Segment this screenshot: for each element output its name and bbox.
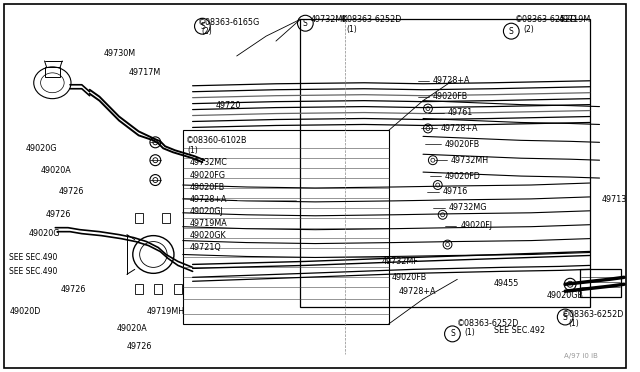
Text: 49020GB: 49020GB: [547, 291, 584, 300]
Bar: [154, 284, 162, 294]
Text: (1): (1): [464, 328, 475, 337]
Text: 49732MF: 49732MF: [382, 257, 419, 266]
Text: 49020A: 49020A: [40, 166, 72, 174]
Bar: [183, 131, 388, 324]
Text: ©08363-6252D: ©08363-6252D: [563, 310, 625, 318]
Text: (1): (1): [346, 25, 357, 34]
Text: SEE SEC.492: SEE SEC.492: [493, 326, 545, 336]
Text: 49728+A: 49728+A: [433, 76, 470, 85]
Bar: [135, 284, 143, 294]
Text: (2): (2): [202, 27, 212, 36]
Text: ©08360-6102B: ©08360-6102B: [186, 136, 247, 145]
Text: SEE SEC.490: SEE SEC.490: [9, 267, 58, 276]
Text: 49020A: 49020A: [117, 324, 148, 333]
Text: S: S: [200, 22, 205, 31]
Text: 49761: 49761: [447, 108, 473, 117]
Text: 49721Q: 49721Q: [189, 243, 221, 252]
Text: ©08363-6252D: ©08363-6252D: [458, 320, 520, 328]
Bar: [174, 284, 182, 294]
Text: 49020D: 49020D: [9, 307, 40, 315]
Text: 49726: 49726: [58, 187, 84, 196]
Text: 49020FB: 49020FB: [392, 273, 427, 282]
Text: 49020GJ: 49020GJ: [189, 207, 223, 216]
Text: 49020FB: 49020FB: [189, 183, 225, 192]
Text: (1): (1): [568, 320, 579, 328]
Bar: [162, 213, 170, 223]
Text: 49726: 49726: [45, 210, 71, 219]
Text: 49732MG: 49732MG: [449, 203, 487, 212]
Text: 49020G: 49020G: [26, 144, 58, 153]
Text: 49020FD: 49020FD: [445, 171, 481, 180]
Bar: [45, 67, 60, 77]
Bar: [135, 213, 143, 223]
Text: ©08363-6165G: ©08363-6165G: [198, 18, 260, 27]
Bar: [580, 269, 621, 297]
Text: ©08363-6252D: ©08363-6252D: [340, 15, 402, 24]
Text: S: S: [450, 329, 455, 339]
Text: 49732MC: 49732MC: [189, 158, 228, 167]
Text: 49717M: 49717M: [129, 68, 161, 77]
Text: 49713: 49713: [602, 195, 627, 204]
Text: 49020FG: 49020FG: [189, 171, 226, 180]
Text: 49719MA: 49719MA: [189, 219, 227, 228]
Text: 49732MH: 49732MH: [451, 156, 488, 165]
Text: 49719MH: 49719MH: [147, 307, 184, 315]
Text: 49455: 49455: [493, 279, 519, 288]
Text: S: S: [563, 312, 568, 321]
Text: 49728+A: 49728+A: [441, 124, 478, 133]
Text: S: S: [303, 19, 308, 28]
Text: S: S: [509, 27, 514, 36]
Text: SEE SEC.490: SEE SEC.490: [9, 253, 58, 262]
Text: (2): (2): [523, 25, 534, 34]
Text: 49730M: 49730M: [104, 48, 136, 58]
Text: 49728+A: 49728+A: [399, 287, 436, 296]
Text: 49732MK: 49732MK: [310, 15, 348, 24]
Text: 49716: 49716: [443, 187, 468, 196]
Text: 49728+A: 49728+A: [189, 195, 227, 204]
Text: 49020G: 49020G: [29, 229, 60, 238]
Bar: [300, 19, 589, 307]
Text: 49020FB: 49020FB: [433, 92, 468, 101]
Text: 49020FJ: 49020FJ: [460, 221, 492, 230]
Text: 49020GK: 49020GK: [189, 231, 227, 240]
Text: 49020FB: 49020FB: [445, 140, 480, 149]
Text: 49719M: 49719M: [558, 15, 591, 24]
Text: A/97 i0 iB: A/97 i0 iB: [564, 353, 598, 359]
Text: ©08363-6252D: ©08363-6252D: [515, 15, 577, 24]
Text: (1): (1): [188, 146, 198, 155]
Text: 49720: 49720: [215, 101, 241, 110]
Text: 49726: 49726: [60, 285, 86, 294]
Text: 49726: 49726: [127, 342, 152, 351]
